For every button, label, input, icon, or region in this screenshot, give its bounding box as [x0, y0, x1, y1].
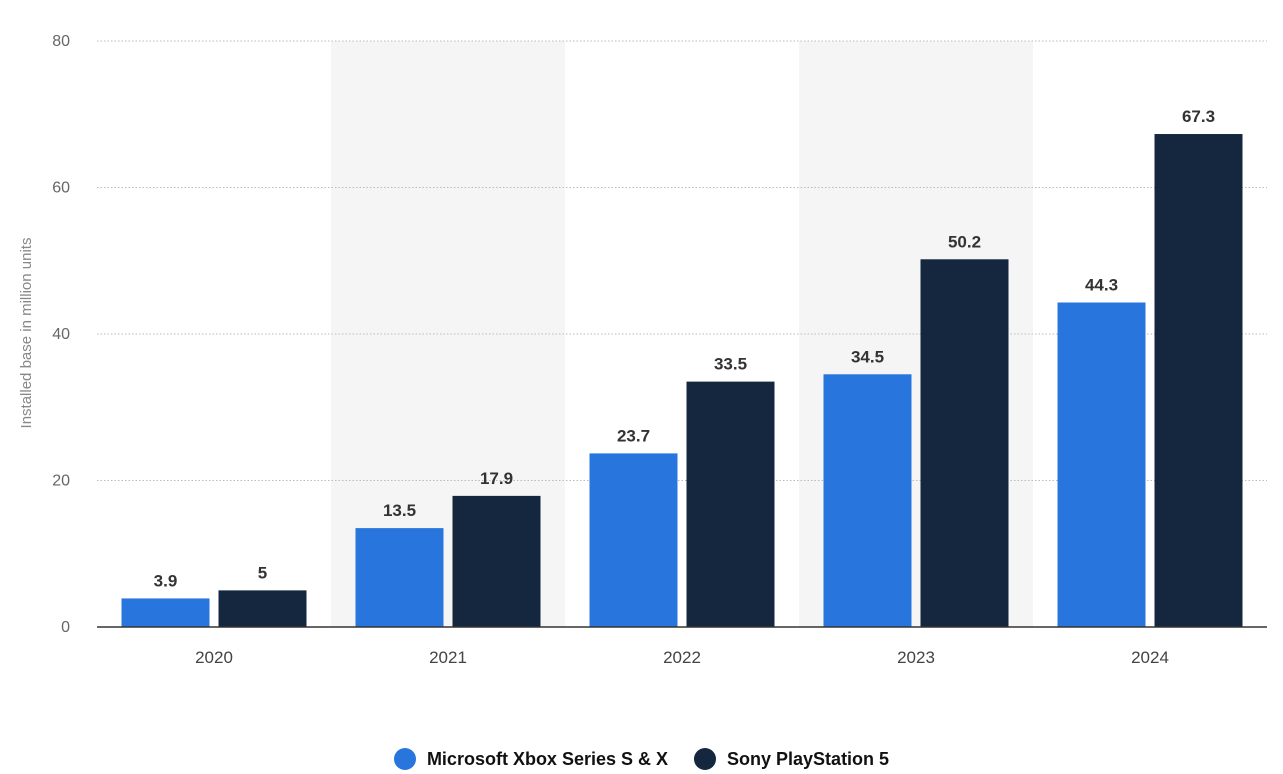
gridlines	[97, 40, 1267, 481]
y-tick-label-0: 0	[61, 619, 70, 636]
bar-playstation-2024[interactable]	[1154, 134, 1243, 627]
bar-xbox-2023[interactable]	[823, 374, 912, 627]
data-label-playstation-2023: 50.2	[948, 232, 981, 251]
x-tick-label-2022: 2022	[663, 648, 701, 667]
bar-xbox-2021[interactable]	[355, 528, 444, 627]
x-tick-label-2024: 2024	[1131, 648, 1169, 667]
x-tick-label-2020: 2020	[195, 648, 233, 667]
legend-item-xbox[interactable]: Microsoft Xbox Series S & X	[393, 748, 669, 770]
data-label-playstation-2020: 5	[258, 563, 267, 582]
bars[interactable]	[121, 134, 1243, 627]
legend-label-xbox: Microsoft Xbox Series S & X	[426, 748, 669, 769]
x-tick-label-2021: 2021	[429, 648, 467, 667]
data-label-xbox-2024: 44.3	[1085, 276, 1118, 295]
y-tick-label-20: 20	[52, 473, 70, 490]
legend-swatch-playstation	[694, 748, 717, 770]
data-label-playstation-2024: 67.3	[1182, 107, 1215, 126]
y-axis-label: Installed base in million units	[18, 238, 35, 429]
bar-xbox-2022[interactable]	[589, 453, 678, 627]
bar-playstation-2023[interactable]	[920, 259, 1009, 627]
data-label-xbox-2021: 13.5	[383, 501, 416, 520]
legend: Microsoft Xbox Series S & X Sony PlaySta…	[0, 744, 1283, 774]
bar-xbox-2024[interactable]	[1057, 302, 1146, 627]
y-tick-label-80: 80	[52, 33, 70, 50]
bar-playstation-2021[interactable]	[452, 495, 541, 627]
data-labels: 3.9 5 13.5 17.9 23.7 33.5 34.5 50.2 44.3 67.3	[154, 107, 1215, 590]
x-axis-labels: 2020 2021 2022 2023 2024	[195, 648, 1169, 667]
x-tick-label-2023: 2023	[897, 648, 935, 667]
data-label-xbox-2020: 3.9	[154, 571, 178, 590]
data-label-xbox-2023: 34.5	[851, 347, 884, 366]
y-tick-label-40: 40	[52, 326, 70, 343]
bar-playstation-2022[interactable]	[686, 381, 775, 627]
bar-xbox-2020[interactable]	[121, 598, 210, 627]
bar-playstation-2020[interactable]	[218, 590, 307, 627]
data-label-xbox-2022: 23.7	[617, 426, 650, 445]
legend-item-playstation[interactable]: Sony PlayStation 5	[694, 748, 889, 770]
y-tick-label-60: 60	[52, 180, 70, 197]
legend-swatch-xbox	[393, 748, 416, 770]
data-label-playstation-2022: 33.5	[714, 355, 747, 374]
legend-label-playstation: Sony PlayStation 5	[727, 748, 890, 769]
y-axis-ticks: 0 20 40 60 80	[52, 33, 70, 636]
data-label-playstation-2021: 17.9	[480, 469, 513, 488]
